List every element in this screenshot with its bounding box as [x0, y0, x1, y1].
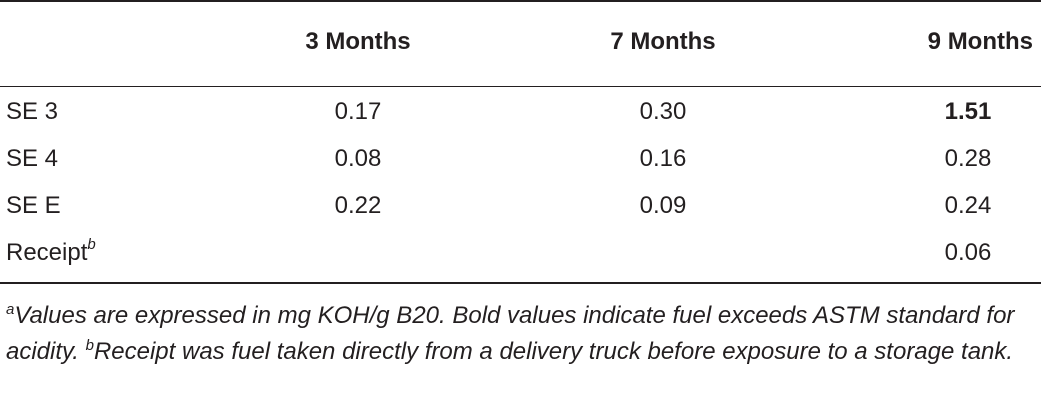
- cell-3-months: 0.08: [334, 145, 382, 172]
- table-footnote: aValues are expressed in mg KOH/g B20. B…: [6, 298, 1036, 370]
- column-header-9-months: 9 Months: [927, 28, 1033, 55]
- footnote-b-text: Receipt was fuel taken directly from a d…: [93, 338, 1014, 365]
- cell-7-months: 0.09: [639, 192, 687, 219]
- cell-7-months: 0.16: [639, 145, 687, 172]
- row-label: SE 4: [6, 145, 59, 172]
- footnote-marker-a: a: [6, 301, 15, 318]
- footnote-a-text: Values are expressed in mg KOH/g B20. Bo…: [6, 302, 1015, 365]
- column-header-7-months: 7 Months: [610, 28, 716, 55]
- cell-9-months: 0.24: [944, 192, 992, 219]
- cell-3-months: 0.17: [334, 98, 382, 125]
- table-bottom-rule: [0, 282, 1041, 284]
- footnote-marker-b: b: [87, 236, 96, 253]
- row-label-text: Receipt: [6, 239, 88, 266]
- footnote-marker-b: b: [85, 337, 94, 354]
- column-header-3-months: 3 Months: [305, 28, 411, 55]
- row-label: Receiptb: [6, 236, 96, 268]
- cell-9-months: 0.06: [944, 239, 992, 266]
- cell-9-months: 0.28: [944, 145, 992, 172]
- cell-7-months: 0.30: [639, 98, 687, 125]
- cell-9-months-exceeds: 1.51: [944, 98, 992, 125]
- table-top-rule: [0, 0, 1041, 2]
- table-header-rule: [0, 86, 1041, 87]
- row-label: SE 3: [6, 98, 59, 125]
- cell-3-months: 0.22: [334, 192, 382, 219]
- row-label: SE E: [6, 192, 61, 219]
